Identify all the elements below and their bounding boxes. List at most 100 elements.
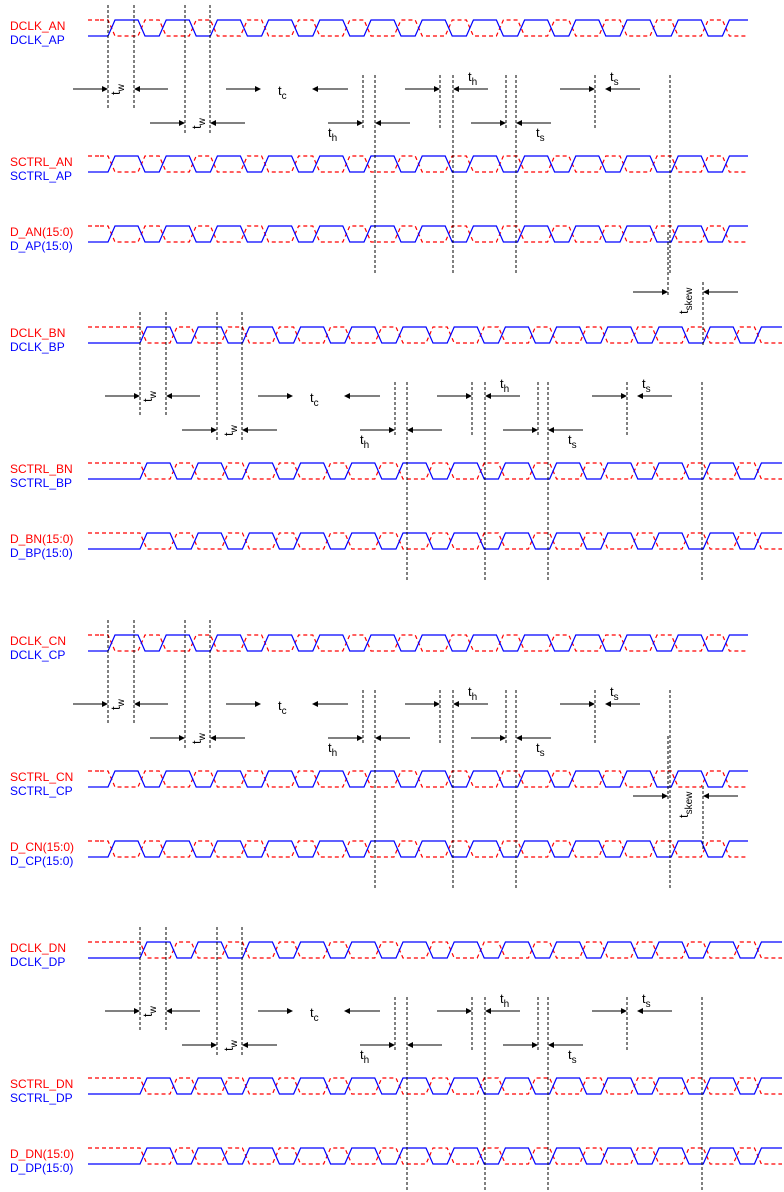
ts2-arrow-right-head: [589, 701, 595, 707]
th-label: th: [360, 1047, 369, 1066]
group-d-row-0-positive-trace: [130, 941, 782, 959]
ts-arrow-left-head: [516, 735, 522, 741]
ts2-arrow-left-head: [637, 1008, 643, 1014]
timing-annotations: tw tw tc th th ts ts tskew tw tw tc th th ts ts tw tw tc t…: [73, 69, 738, 1066]
tw-label: tw: [108, 83, 127, 95]
label-sctrl-cn: SCTRL_CN: [10, 770, 73, 784]
tw-arrow-left-head: [134, 86, 140, 92]
th-arrow-left-head: [375, 735, 381, 741]
label-dclk-ap: DCLK_AP: [10, 33, 65, 47]
ts2-label: ts: [642, 376, 651, 395]
th-arrow-right-head: [389, 427, 395, 433]
tc-label: tc: [278, 83, 287, 102]
group-d-row-2-positive-trace: [130, 1147, 782, 1165]
tc-label: tc: [278, 698, 287, 717]
th2-arrow-right-head: [466, 393, 472, 399]
tc-arrow-left-head: [344, 1008, 350, 1014]
ts-label: ts: [568, 432, 577, 451]
th-arrow-left-head: [407, 427, 413, 433]
th-label: th: [328, 125, 337, 144]
tc-arrow-left-head: [312, 86, 318, 92]
label-d-dn-15-0-: D_DN(15:0): [10, 1147, 74, 1161]
ts-arrow-right-head: [532, 1042, 538, 1048]
tw-label: tw: [140, 1005, 159, 1017]
ts-arrow-right-head: [500, 735, 506, 741]
tc-arrow-right-head: [287, 393, 293, 399]
label-sctrl-bn: SCTRL_BN: [10, 462, 73, 476]
th2-arrow-right-head: [434, 701, 440, 707]
ts2-arrow-right-head: [589, 86, 595, 92]
ts-arrow-left-head: [548, 1042, 554, 1048]
group-c-row-1-positive-trace: [100, 770, 748, 788]
tw2-arrow-left-head: [210, 120, 216, 126]
group-c-row-0-positive-trace: [100, 634, 748, 652]
tw-arrow-right-head: [134, 393, 140, 399]
label-d-dp-15-0-: D_DP(15:0): [10, 1161, 73, 1175]
timing-guides: [107, 5, 704, 1192]
tw-arrow-right-head: [102, 86, 108, 92]
th-label: th: [328, 740, 337, 759]
th2-label: th: [500, 991, 509, 1010]
tw2-arrow-right-head: [179, 120, 185, 126]
tc-arrow-left-head: [344, 393, 350, 399]
tw-arrow-left-head: [166, 1008, 172, 1014]
label-dclk-cp: DCLK_CP: [10, 648, 65, 662]
label-sctrl-ap: SCTRL_AP: [10, 169, 72, 183]
tw2-label: tw: [221, 424, 240, 436]
th2-arrow-right-head: [466, 1008, 472, 1014]
label-d-cp-15-0-: D_CP(15:0): [10, 854, 73, 868]
tw-arrow-left-head: [134, 701, 140, 707]
tc-label: tc: [310, 390, 319, 409]
ts2-arrow-right-head: [621, 393, 627, 399]
label-sctrl-dn: SCTRL_DN: [10, 1077, 73, 1091]
ts2-label: ts: [642, 991, 651, 1010]
tc-arrow-right-head: [255, 701, 261, 707]
label-sctrl-bp: SCTRL_BP: [10, 476, 72, 490]
tw-label: tw: [108, 698, 127, 710]
tskew-arrow-right-head: [662, 289, 668, 295]
tc-arrow-left-head: [312, 701, 318, 707]
label-sctrl-cp: SCTRL_CP: [10, 784, 73, 798]
group-d-row-1-positive-trace: [130, 1077, 782, 1095]
tw2-arrow-left-head: [242, 1042, 248, 1048]
th-arrow-left-head: [407, 1042, 413, 1048]
group-a-row-2-positive-trace: [100, 225, 748, 243]
group-b-row-0-positive-trace: [130, 326, 782, 344]
tw2-arrow-right-head: [211, 1042, 217, 1048]
th2-arrow-left-head: [453, 86, 459, 92]
tw2-arrow-left-head: [242, 427, 248, 433]
ts2-arrow-left-head: [637, 393, 643, 399]
tw-arrow-left-head: [166, 393, 172, 399]
label-sctrl-an: SCTRL_AN: [10, 155, 73, 169]
label-dclk-dn: DCLK_DN: [10, 941, 66, 955]
label-dclk-dp: DCLK_DP: [10, 955, 65, 969]
label-d-cn-15-0-: D_CN(15:0): [10, 840, 74, 854]
tw2-label: tw: [189, 732, 208, 744]
ts2-arrow-left-head: [605, 86, 611, 92]
ts2-label: ts: [610, 69, 619, 88]
label-dclk-an: DCLK_AN: [10, 19, 65, 33]
th-arrow-right-head: [357, 735, 363, 741]
tc-arrow-right-head: [287, 1008, 293, 1014]
ts-arrow-right-head: [532, 427, 538, 433]
label-dclk-bn: DCLK_BN: [10, 326, 65, 340]
group-a-row-0-positive-trace: [100, 19, 748, 37]
label-d-an-15-0-: D_AN(15:0): [10, 225, 73, 239]
label-dclk-bp: DCLK_BP: [10, 340, 65, 354]
ts2-label: ts: [610, 684, 619, 703]
tskew-arrow-right-head: [662, 793, 668, 799]
label-sctrl-dp: SCTRL_DP: [10, 1091, 73, 1105]
label-d-bp-15-0-: D_BP(15:0): [10, 546, 73, 560]
th2-label: th: [468, 684, 477, 703]
th-label: th: [360, 432, 369, 451]
group-a-row-1-positive-trace: [100, 155, 748, 173]
tskew-arrow-left-head: [703, 793, 709, 799]
tskew-label: tskew: [676, 287, 695, 314]
th2-arrow-left-head: [485, 1008, 491, 1014]
tskew-arrow-left-head: [703, 289, 709, 295]
th2-arrow-left-head: [453, 701, 459, 707]
tw2-label: tw: [189, 117, 208, 129]
label-dclk-cn: DCLK_CN: [10, 634, 66, 648]
tc-arrow-right-head: [255, 86, 261, 92]
label-d-ap-15-0-: D_AP(15:0): [10, 239, 73, 253]
